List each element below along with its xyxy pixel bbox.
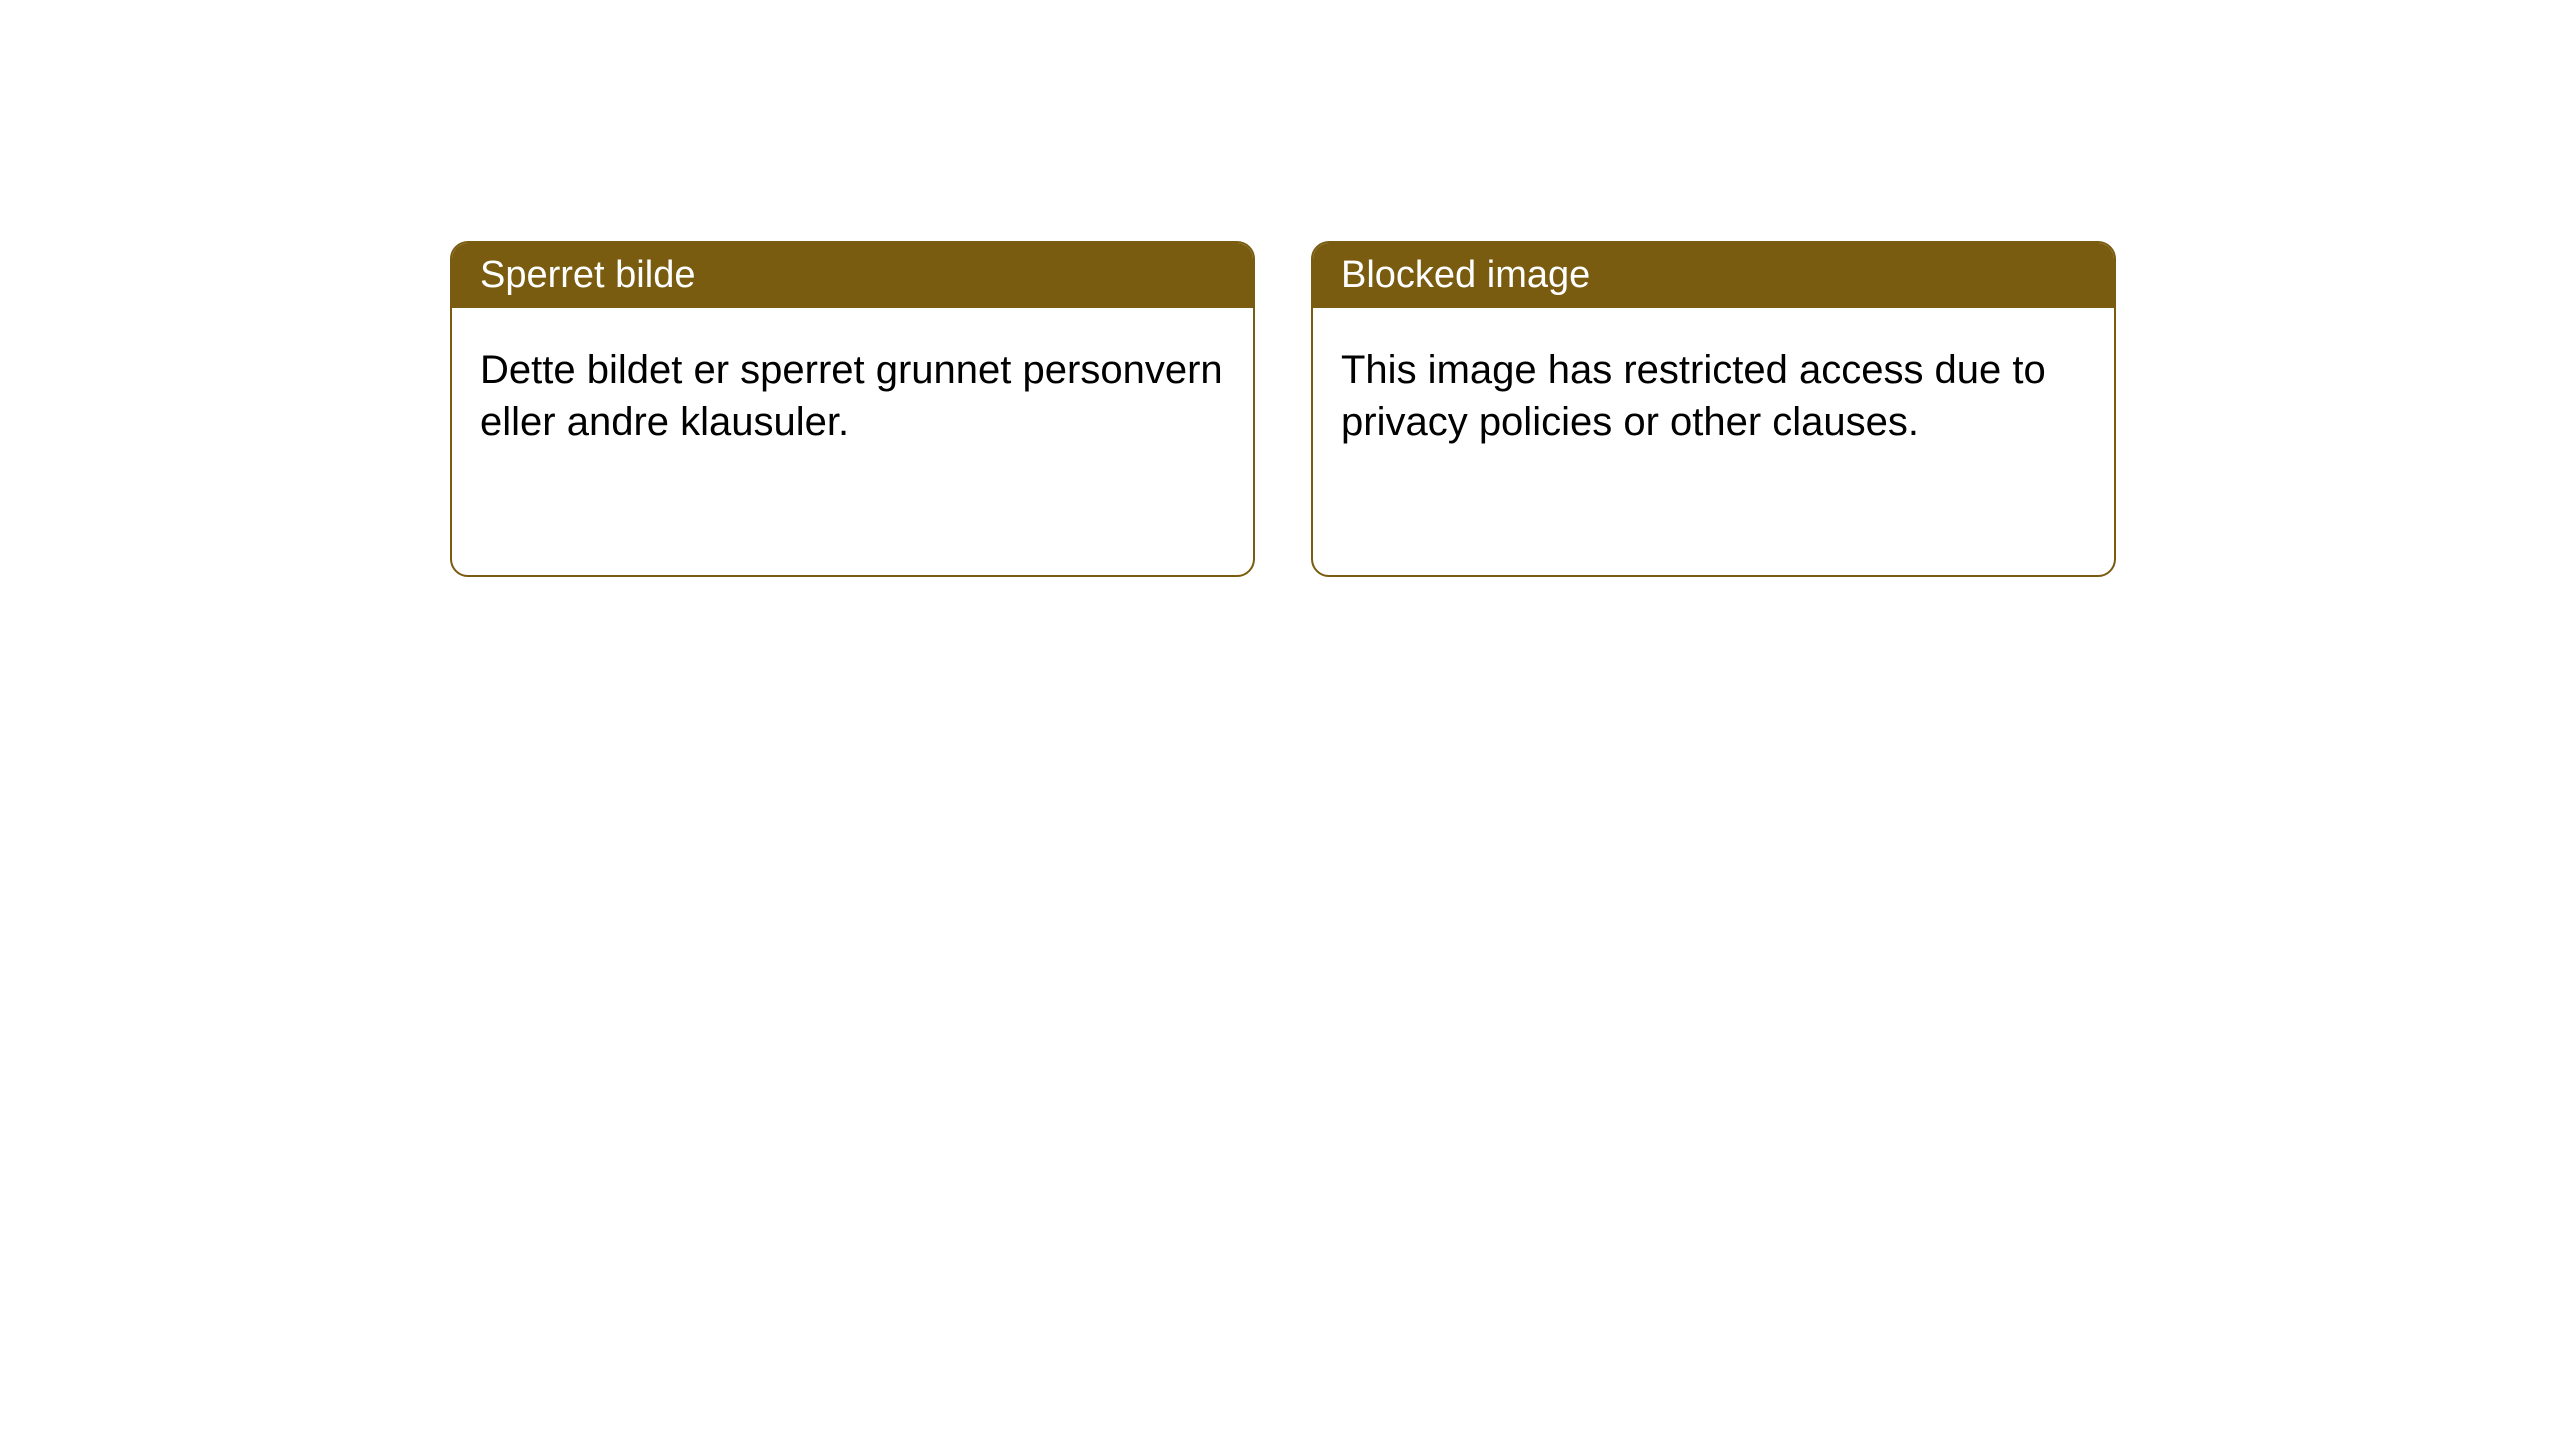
- notice-card-norwegian: Sperret bilde Dette bildet er sperret gr…: [450, 241, 1255, 577]
- card-title: Blocked image: [1341, 254, 1590, 296]
- card-header: Sperret bilde: [452, 243, 1253, 308]
- card-message: This image has restricted access due to …: [1341, 348, 2046, 444]
- card-message: Dette bildet er sperret grunnet personve…: [480, 348, 1223, 444]
- notice-card-english: Blocked image This image has restricted …: [1311, 241, 2116, 577]
- card-header: Blocked image: [1313, 243, 2114, 308]
- card-body: This image has restricted access due to …: [1313, 308, 2114, 484]
- card-body: Dette bildet er sperret grunnet personve…: [452, 308, 1253, 484]
- notice-cards-container: Sperret bilde Dette bildet er sperret gr…: [450, 241, 2116, 577]
- card-title: Sperret bilde: [480, 254, 695, 296]
